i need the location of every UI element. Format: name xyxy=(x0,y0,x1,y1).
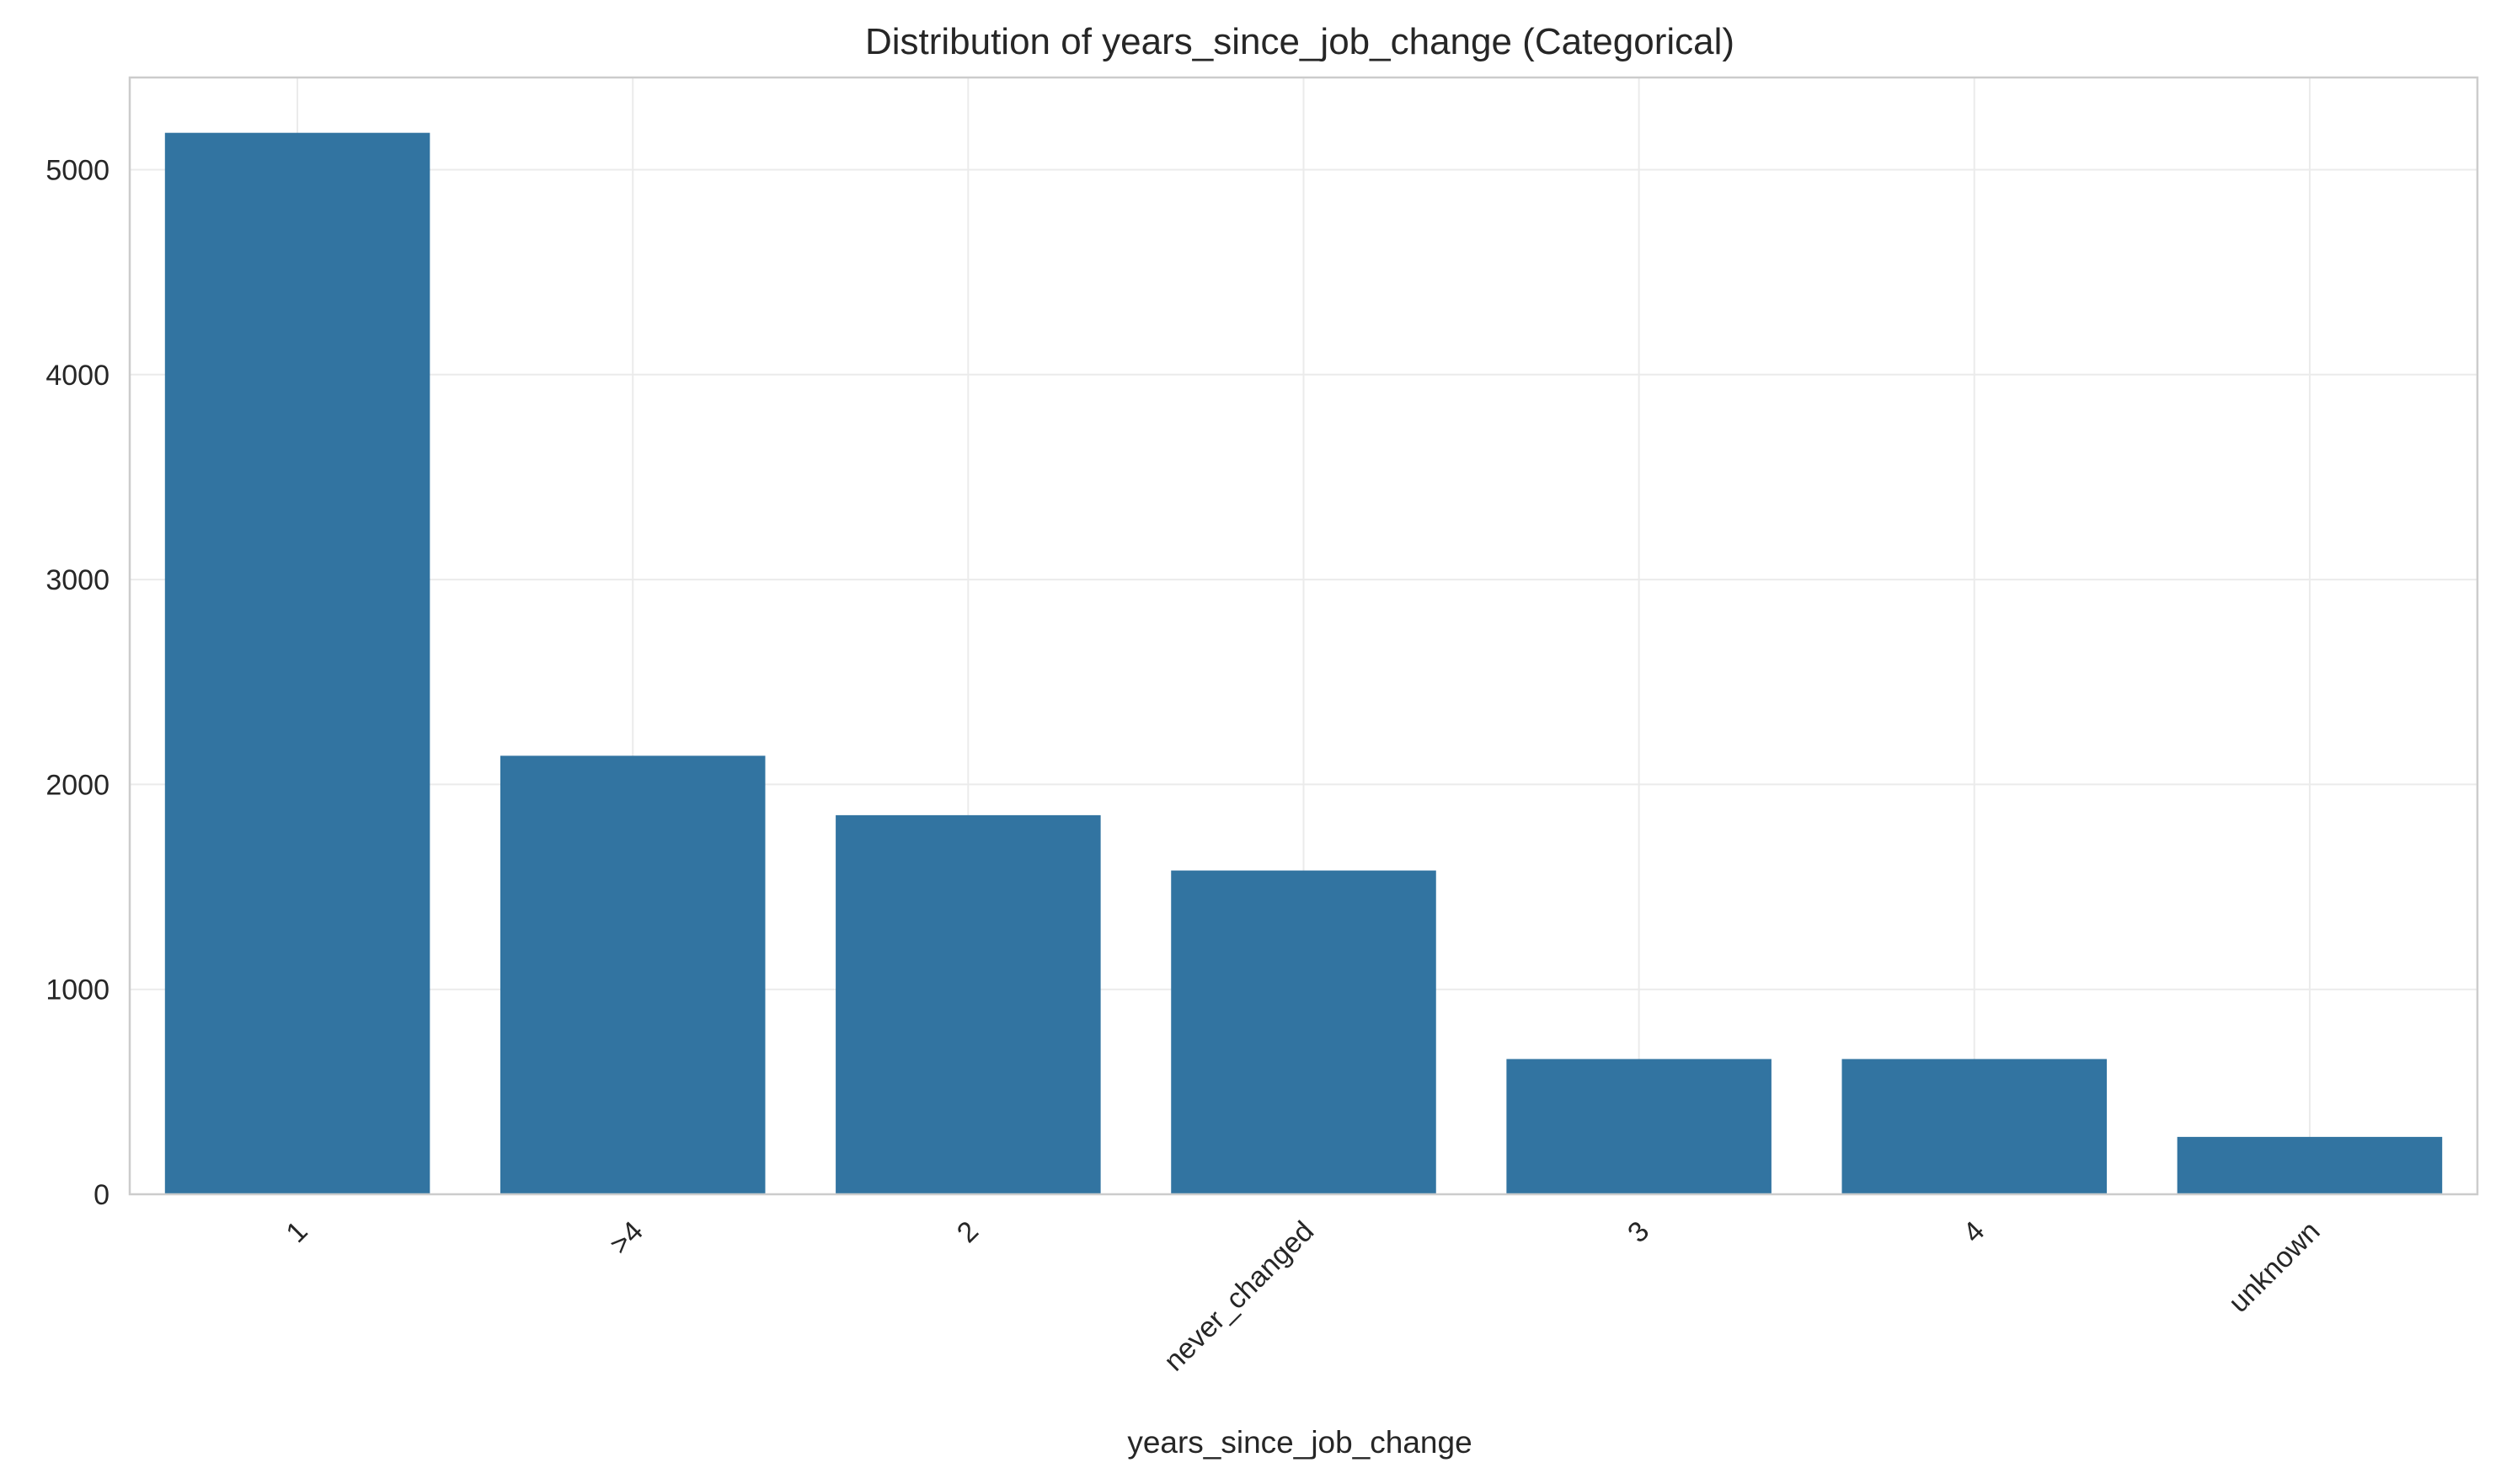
y-tick-label: 2000 xyxy=(45,769,110,801)
bar-2 xyxy=(836,814,1101,1194)
x-tick-labels: 1 >4 2 never_changed 3 4 unknown xyxy=(280,1215,2326,1378)
bar-4 xyxy=(1841,1059,2108,1194)
bar-1 xyxy=(164,132,430,1194)
plot-frame xyxy=(128,76,2479,1196)
bar-never-changed xyxy=(1171,870,1436,1194)
y-tick-label: 3000 xyxy=(45,564,110,596)
bar-3 xyxy=(1506,1059,1772,1194)
x-tick-label: 2 xyxy=(951,1215,985,1249)
y-tick-label: 1000 xyxy=(45,974,110,1006)
bar-unknown xyxy=(2177,1136,2443,1194)
x-tick-label: never_changed xyxy=(1158,1215,1321,1378)
bar-4 xyxy=(500,755,766,1194)
x-tick-label: unknown xyxy=(2222,1215,2326,1319)
y-tick-label: 0 xyxy=(94,1179,110,1211)
x-tick-label: 1 xyxy=(280,1215,313,1249)
chart-title: Distribution of years_since_job_change (… xyxy=(865,21,1734,62)
x-tick-label: 4 xyxy=(1957,1215,1991,1249)
y-tick-label: 5000 xyxy=(45,154,110,186)
y-tick-labels: 0 1000 2000 3000 4000 5000 xyxy=(45,154,110,1211)
x-tick-label: 3 xyxy=(1622,1215,1655,1249)
bars xyxy=(164,132,2443,1194)
x-tick-label: >4 xyxy=(604,1215,649,1261)
y-tick-label: 4000 xyxy=(45,360,110,392)
x-axis-label: years_since_job_change xyxy=(1127,1425,1472,1460)
